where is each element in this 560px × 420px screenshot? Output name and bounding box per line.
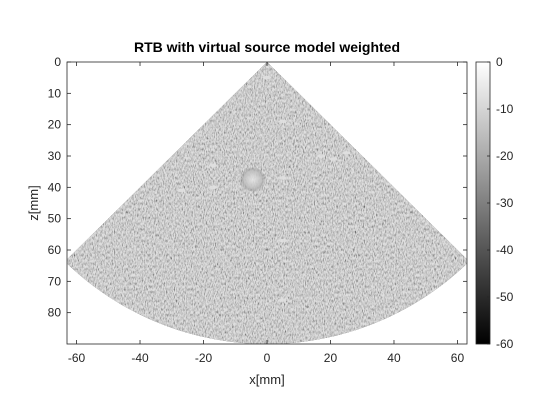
x-tick-label: 60 bbox=[451, 351, 465, 365]
x-axis-ticks: -60 -40 -20 0 20 40 60 bbox=[68, 62, 465, 365]
bright-target bbox=[278, 119, 287, 124]
y-tick-label: 10 bbox=[48, 86, 62, 100]
colorbar-ticks: 0 -10 -20 -30 -40 -50 -60 bbox=[487, 55, 514, 351]
bright-target bbox=[278, 176, 287, 180]
x-tick-label: -60 bbox=[68, 351, 86, 365]
sector-image bbox=[67, 62, 467, 344]
bright-target bbox=[329, 157, 338, 161]
y-tick-label: 40 bbox=[48, 180, 62, 194]
x-tick-label: -40 bbox=[131, 351, 149, 365]
colorbar-tick-label: -50 bbox=[496, 290, 514, 304]
y-axis-ticks: 0 10 20 30 40 50 60 70 80 bbox=[48, 55, 467, 320]
sector-speckle bbox=[67, 62, 467, 344]
bright-target bbox=[240, 166, 266, 193]
bright-target bbox=[278, 238, 287, 243]
bright-target bbox=[262, 75, 272, 80]
y-tick-label: 50 bbox=[48, 212, 62, 226]
bright-target bbox=[208, 163, 218, 168]
y-axis-label: z[mm] bbox=[26, 185, 41, 220]
plot-area bbox=[66, 61, 468, 345]
y-tick-label: 0 bbox=[54, 55, 61, 69]
x-axis-label: x[mm] bbox=[249, 372, 284, 387]
colorbar-tick-label: -10 bbox=[496, 102, 514, 116]
y-tick-label: 20 bbox=[48, 118, 62, 132]
bright-target bbox=[342, 151, 351, 155]
y-tick-label: 30 bbox=[48, 149, 62, 163]
bright-target bbox=[316, 154, 326, 158]
bright-target bbox=[177, 188, 186, 193]
colorbar-tick-label: -30 bbox=[496, 196, 514, 210]
y-tick-label: 60 bbox=[48, 243, 62, 257]
y-tick-label: 70 bbox=[48, 274, 62, 288]
colorbar-tick-label: 0 bbox=[496, 55, 503, 69]
chart-title: RTB with virtual source model weighted bbox=[134, 39, 400, 55]
x-tick-label: 20 bbox=[324, 351, 338, 365]
colorbar: 0 -10 -20 -30 -40 -50 -60 bbox=[475, 55, 514, 351]
bright-targets bbox=[177, 75, 351, 302]
x-tick-label: 40 bbox=[387, 351, 401, 365]
y-tick-label: 80 bbox=[48, 306, 62, 320]
bright-target bbox=[208, 185, 218, 190]
colorbar-tick-label: -20 bbox=[496, 149, 514, 163]
x-tick-label: 0 bbox=[264, 351, 271, 365]
colorbar-tick-label: -40 bbox=[496, 243, 514, 257]
x-tick-label: -20 bbox=[195, 351, 213, 365]
bright-target bbox=[278, 298, 287, 302]
colorbar-tick-label: -60 bbox=[496, 337, 514, 351]
